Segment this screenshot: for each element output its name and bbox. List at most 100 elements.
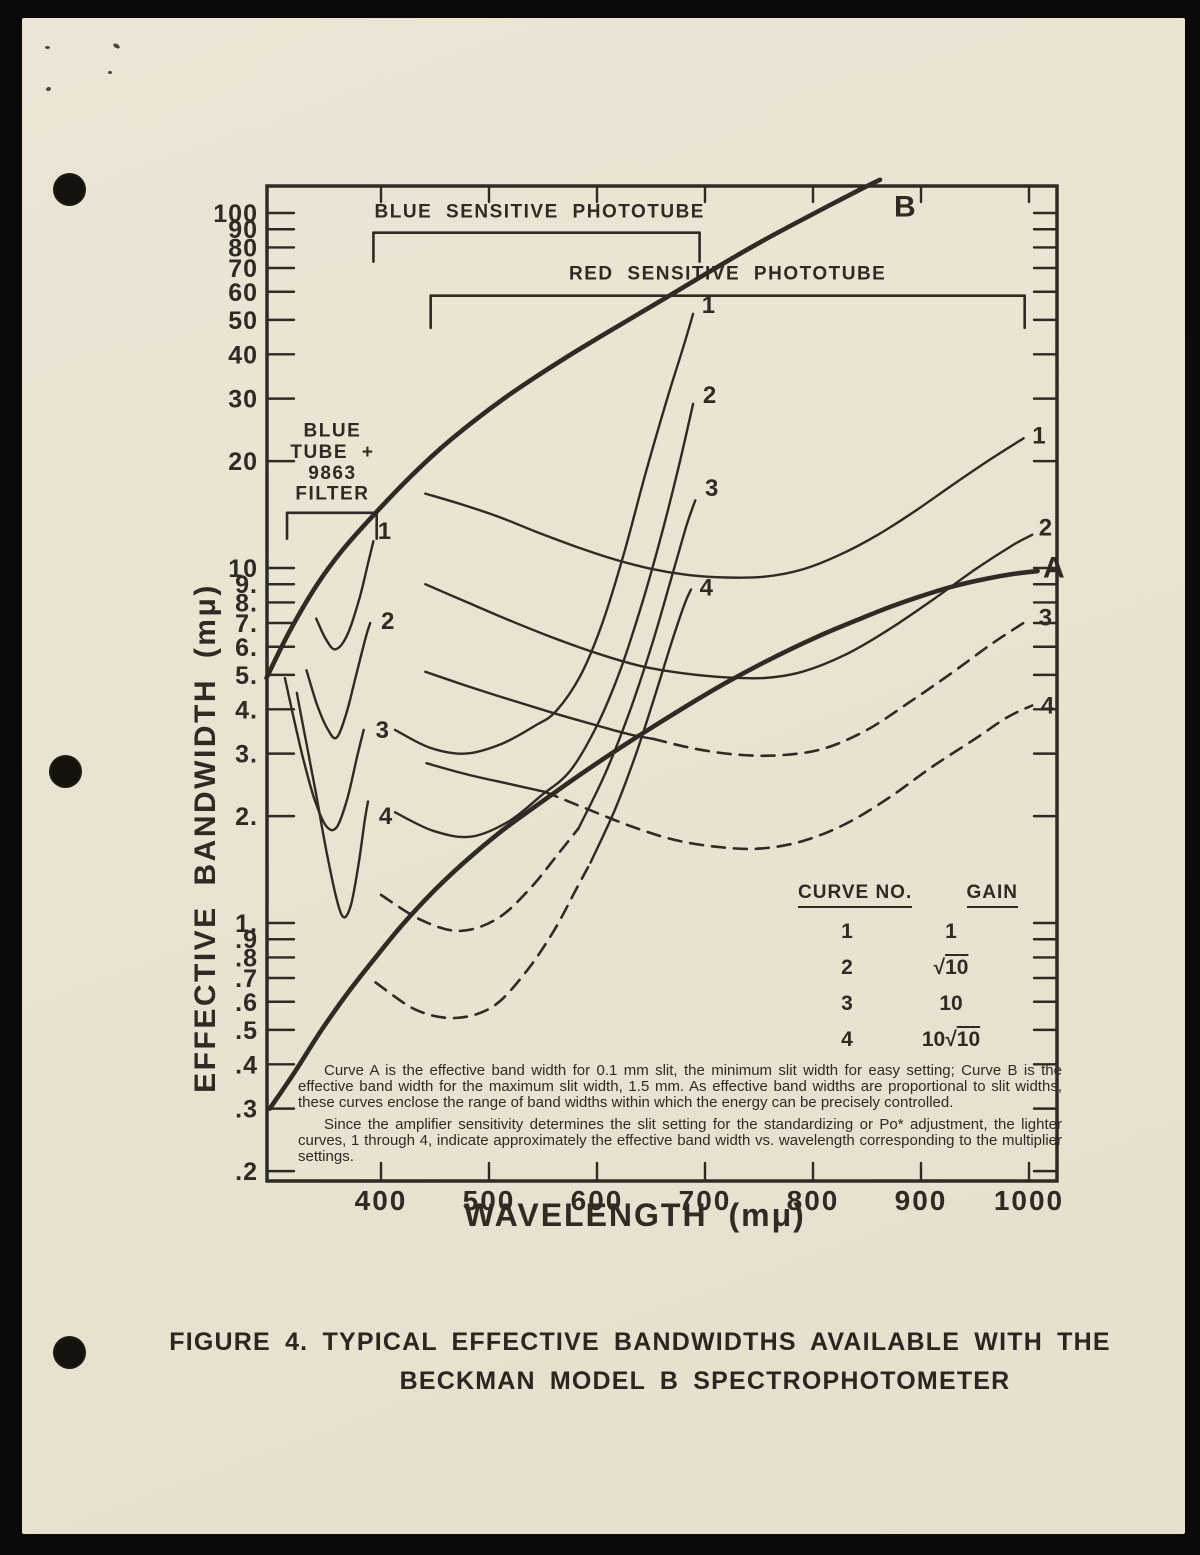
y-tick-label: 90 (228, 216, 258, 244)
paper-speck (108, 71, 112, 74)
legend-row-curve-2: 2 √10 (798, 956, 1018, 980)
x-tick-label: 500 (463, 1185, 516, 1216)
figure-title-line-1: FIGURE 4. TYPICAL EFFECTIVE BANDWIDTHS A… (169, 1328, 1111, 1356)
figure-caption: Curve A is the effective band width for … (298, 1063, 1062, 1170)
legend-col-curve-no: CURVE NO. (798, 882, 913, 908)
y-tick-label: 7. (235, 610, 258, 638)
curve-blue-4: 4 (374, 575, 714, 1020)
y-tick-label: .5 (235, 1017, 258, 1045)
y-tick-label: 5. (235, 662, 258, 690)
curve-label-red-1: 1 (1032, 423, 1045, 450)
punch-hole-middle (49, 755, 82, 788)
y-tick-label: .6 (235, 989, 258, 1017)
curve-label-filter-3: 3 (376, 717, 389, 744)
x-axis-title: WAVELENGTH (mμ) (464, 1197, 806, 1233)
y-tick-label: 30 (228, 386, 258, 414)
curve-blue-4-dashed (374, 861, 592, 1020)
y-tick-label: 1. (235, 910, 258, 938)
curve-A-solid (267, 568, 1040, 1111)
curve-filter-1-solid (315, 540, 375, 651)
x-tick-label: 800 (787, 1185, 840, 1216)
y-tick-label: 9. (235, 571, 258, 599)
x-tick-label: 1000 (994, 1185, 1064, 1216)
curve-label-B: B (894, 190, 916, 223)
bracket-label: 9863 (308, 463, 356, 484)
curve-filter-3: 3 (283, 676, 389, 832)
bracket-label: RED SENSITIVE PHOTOTUBE (569, 263, 886, 284)
curve-label-blue-3: 3 (705, 475, 718, 502)
y-tick-label: .2 (235, 1158, 258, 1186)
curve-B: B (264, 177, 916, 681)
y-tick-label: .3 (235, 1096, 258, 1124)
y-tick-label: .7 (235, 965, 258, 993)
curve-label-filter-1: 1 (378, 518, 391, 545)
curve-red-4-solid (425, 762, 547, 794)
y-axis: 1009080706050403020109.8.7.6.5.4.3.2.1..… (213, 200, 1059, 1186)
y-tick-label: 6. (235, 634, 258, 662)
curve-label-red-4: 4 (1041, 692, 1055, 719)
curve-blue-1-solid (393, 312, 695, 755)
y-tick-label: 70 (228, 255, 258, 283)
bracket-red-sensitive-phototube: RED SENSITIVE PHOTOTUBE (429, 263, 1026, 330)
curve-filter-4-solid (295, 691, 370, 919)
legend-gain-value: 1 (945, 920, 957, 943)
caption-paragraph-2: Since the amplifier sensitivity determin… (298, 1115, 1062, 1165)
legend-row-curve-4: 4 10√10 (798, 1028, 1018, 1052)
y-tick-label: .4 (235, 1051, 258, 1079)
legend-col-gain: GAIN (966, 882, 1018, 908)
bracket-label: BLUE SENSITIVE PHOTOTUBE (375, 202, 705, 223)
curve-filter-3-solid (283, 676, 365, 832)
y-tick-label: .8 (235, 944, 258, 972)
y-tick-label: 10 (228, 555, 258, 583)
x-tick-label: 400 (355, 1185, 408, 1216)
curve-label-red-2: 2 (1039, 515, 1052, 542)
curve-filter-1: 1 (315, 518, 391, 651)
legend-curve-no: 2 (841, 956, 853, 979)
curve-red-4-dashed (543, 704, 1034, 851)
curve-red-4: 4 (425, 692, 1055, 851)
curve-filter-2: 2 (305, 608, 394, 740)
curve-label-blue-1: 1 (702, 292, 715, 319)
legend-gain-value: 10√10 (921, 1028, 981, 1051)
punch-hole-bottom (53, 1336, 86, 1369)
legend-row-curve-3: 3 10 (798, 992, 1018, 1016)
y-tick-label: 2. (235, 803, 258, 831)
curve-red-3: 3 (424, 605, 1052, 758)
x-tick-label: 600 (571, 1185, 624, 1216)
curve-A: A (267, 552, 1065, 1111)
y-tick-label: 20 (228, 448, 258, 476)
curve-red-3-dashed (651, 619, 1029, 758)
x-tick-label: 700 (679, 1185, 732, 1216)
y-tick-label: 60 (228, 279, 258, 307)
legend-header: CURVE NO. GAIN (798, 882, 1018, 908)
curve-label-filter-2: 2 (381, 608, 394, 635)
punch-hole-top (53, 173, 86, 206)
legend-rows: 1 1 2 √10 3 10 4 10√10 (798, 920, 1018, 1052)
legend-curve-no: 4 (841, 1028, 853, 1051)
curve-blue-1: 1 (393, 292, 715, 755)
y-tick-label: 100 (213, 200, 258, 228)
curve-blue-3: 3 (379, 475, 718, 933)
bracket-label: BLUE (304, 420, 362, 441)
curve-label-blue-4: 4 (700, 575, 714, 602)
curve-blue-3-solid (577, 499, 697, 830)
bracket-label: TUBE + (290, 442, 374, 463)
curve-label-blue-2: 2 (703, 382, 716, 409)
paper-speck (45, 46, 50, 49)
curve-blue-2-solid (393, 402, 695, 839)
legend-gain-value: 10 (939, 992, 963, 1015)
y-tick-label: 40 (228, 341, 258, 369)
y-tick-label: .9 (235, 926, 258, 954)
curve-B-solid (264, 177, 883, 681)
legend-curve-no: 3 (841, 992, 853, 1015)
curve-filter-2-solid (305, 621, 372, 740)
curve-blue-4-solid (589, 588, 693, 864)
y-tick-label: 50 (228, 307, 258, 335)
bracket-blue-sensitive-phototube: BLUE SENSITIVE PHOTOTUBE (372, 202, 705, 263)
y-tick-label: 3. (235, 741, 258, 769)
legend-curve-no: 1 (841, 920, 853, 943)
